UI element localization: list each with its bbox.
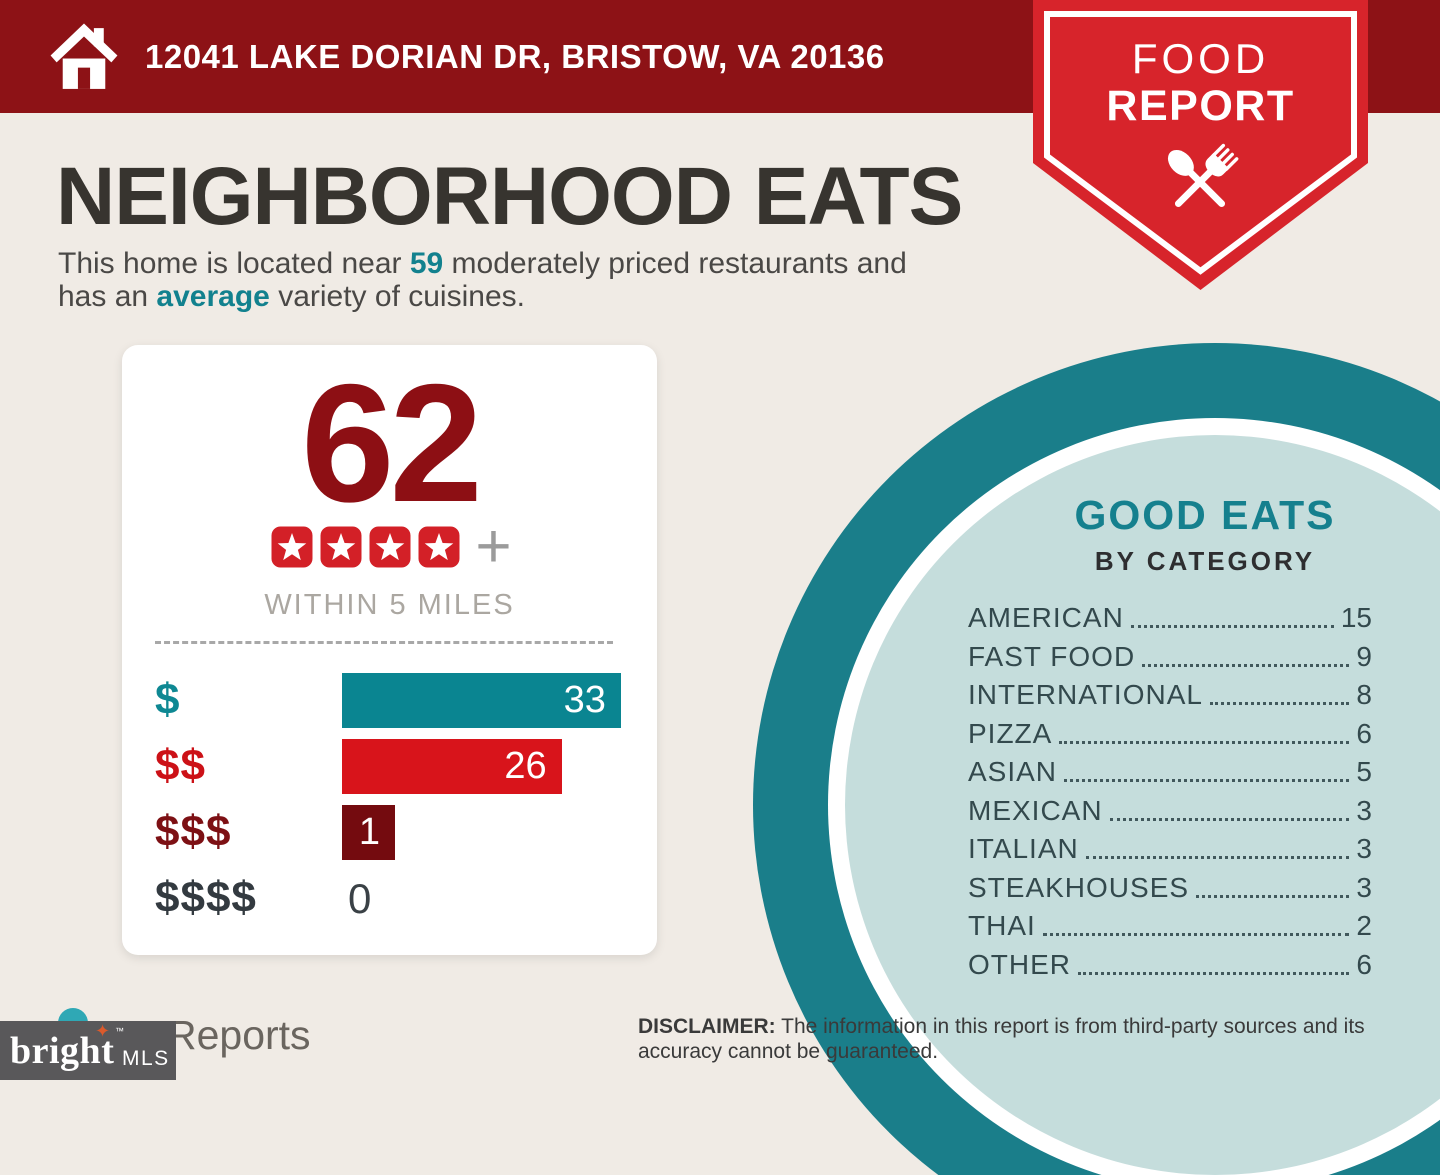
reports-logo-text: Reports — [167, 1012, 311, 1058]
disclaimer-line-2: accuracy cannot be guaranteed. — [638, 1040, 939, 1063]
dotted-leader — [1142, 663, 1350, 667]
good-eats-title: GOOD EATS — [1074, 492, 1336, 538]
fork-and-spoon-icon — [1167, 143, 1239, 208]
plus-icon: + — [475, 512, 512, 581]
price-bar-row: $$$ 1 — [122, 799, 657, 865]
price-bar-row: $33 — [122, 667, 657, 733]
price-bar-value: 0 — [348, 874, 372, 922]
price-bar-row: $$ 26 — [122, 733, 657, 799]
dotted-leader — [1059, 740, 1350, 744]
category-label: OTHER — [968, 948, 1071, 980]
price-bar-value: 26 — [504, 744, 547, 787]
category-row: AMERICAN 15 — [968, 602, 1372, 634]
rating-stars: + — [122, 512, 657, 581]
star-icon — [271, 526, 313, 568]
ribbon-line2: REPORT — [1106, 82, 1294, 130]
price-level-label: $$$ — [155, 807, 232, 856]
category-label: MEXICAN — [968, 794, 1103, 826]
price-level-label: $ — [155, 675, 181, 724]
category-value: 2 — [1356, 910, 1372, 941]
category-label: PIZZA — [968, 717, 1053, 749]
page-subtitle: This home is located near 59 moderately … — [58, 247, 1018, 313]
price-level-label: $$$$ — [155, 873, 257, 922]
restaurant-score-card: 62 + WITHIN 5 MILES $33 $$ 26 $$$ 1 $$$$ 0 — [122, 345, 657, 955]
page-title: NEIGHBORHOOD EATS — [56, 151, 963, 242]
restaurant-count: 62 — [301, 349, 483, 537]
category-value: 3 — [1356, 871, 1372, 903]
disclaimer-text-1: The information in this report is from t… — [775, 1015, 1365, 1038]
dashed-divider — [155, 641, 613, 644]
price-bar-chart: $33 $$ 26 $$$ 1 $$$$ 0 — [122, 667, 657, 931]
price-bar-row: $$$$ 0 — [122, 865, 657, 931]
good-eats-subtitle: BY CATEGORY — [1094, 546, 1316, 576]
price-bar-value: 1 — [358, 810, 380, 853]
category-value: 6 — [1356, 717, 1372, 749]
category-row: ITALIAN 3 — [968, 833, 1372, 865]
category-row: PIZZA 6 — [968, 718, 1372, 750]
category-value: 6 — [1356, 948, 1372, 980]
dotted-leader — [1064, 779, 1350, 782]
category-value: 15 — [1340, 602, 1372, 633]
subtitle-line-2: has an average variety of cuisines. — [58, 280, 525, 313]
property-address: 12041 LAKE DORIAN DR, BRISTOW, VA 20136 — [145, 38, 885, 75]
category-value: 3 — [1356, 794, 1372, 826]
disclaimer-line-1: DISCLAIMER: The information in this repo… — [638, 1014, 1365, 1039]
category-label: ITALIAN — [968, 833, 1079, 864]
dotted-leader — [1130, 625, 1334, 628]
category-row: FAST FOOD 9 — [968, 641, 1372, 673]
category-label: THAI — [968, 910, 1036, 941]
category-row: STEAKHOUSES 3 — [968, 872, 1372, 904]
dotted-leader — [1109, 817, 1350, 821]
trademark-symbol: ™ — [115, 1026, 124, 1036]
brand-name: bright — [10, 1030, 115, 1072]
category-value: 8 — [1356, 679, 1372, 710]
category-row: ASIAN 5 — [968, 756, 1372, 788]
good-eats-header: GOOD EATS BY CATEGORY — [1005, 492, 1405, 577]
radius-label: WITHIN 5 MILES — [264, 589, 515, 621]
dotted-leader — [1042, 933, 1350, 936]
bar-track: 1 — [342, 804, 657, 860]
dotted-leader — [1209, 702, 1350, 705]
star-icon — [320, 526, 362, 568]
subtitle-line-1: This home is located near 59 moderately … — [58, 247, 907, 280]
bar-track: 0 — [342, 871, 657, 926]
category-list: AMERICAN 15 FAST FOOD 9 INTERNATIONAL 8 PIZZA 6… — [968, 602, 1372, 991]
category-label: ASIAN — [968, 756, 1058, 787]
category-row: OTHER 6 — [968, 949, 1372, 981]
dotted-leader — [1085, 856, 1350, 859]
bar-track: 26 — [342, 738, 657, 794]
star-burst-icon: ✦ — [95, 1021, 111, 1041]
category-value: 3 — [1356, 833, 1372, 864]
dotted-leader — [1196, 894, 1350, 898]
price-level-label: $$ — [155, 741, 206, 790]
food-report-ribbon: FOOD REPORT — [1033, 0, 1368, 290]
star-icon — [369, 526, 411, 568]
price-bar: 26 — [342, 738, 562, 794]
home-icon — [50, 23, 118, 89]
bar-track: 33 — [342, 672, 657, 728]
category-value: 9 — [1356, 640, 1372, 672]
bright-mls-logo: bright ✦ ™ MLS — [0, 1021, 176, 1080]
brand-suffix: MLS — [122, 1047, 170, 1070]
disclaimer: DISCLAIMER: The information in this repo… — [638, 1014, 1365, 1064]
good-eats-circle — [845, 435, 1440, 1175]
category-row: MEXICAN 3 — [968, 795, 1372, 827]
category-label: INTERNATIONAL — [968, 679, 1203, 710]
price-bar: 33 — [342, 672, 621, 728]
category-value: 5 — [1356, 756, 1372, 787]
price-bar-value: 33 — [563, 678, 606, 721]
category-row: THAI 2 — [968, 910, 1372, 942]
category-label: STEAKHOUSES — [968, 871, 1190, 903]
dotted-leader — [1078, 971, 1350, 975]
category-label: AMERICAN — [968, 602, 1124, 633]
star-icon — [418, 526, 460, 568]
disclaimer-label: DISCLAIMER: — [638, 1015, 776, 1038]
category-row: INTERNATIONAL 8 — [968, 679, 1372, 711]
price-bar: 1 — [342, 804, 395, 860]
category-label: FAST FOOD — [968, 640, 1136, 672]
ribbon-line1: FOOD — [1132, 35, 1269, 82]
